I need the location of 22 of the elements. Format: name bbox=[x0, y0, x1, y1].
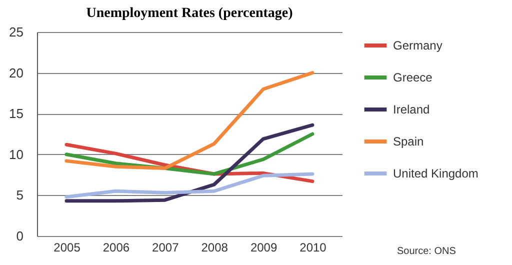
y-tick-label: 0 bbox=[16, 228, 24, 244]
line-series bbox=[64, 71, 314, 170]
chart-title: Unemployment Rates (percentage) bbox=[86, 6, 294, 21]
x-tick-label: 2007 bbox=[152, 240, 180, 254]
y-tick-label: 20 bbox=[9, 65, 24, 80]
legend-label: Germany bbox=[393, 38, 442, 52]
source-note: Source: ONS bbox=[397, 246, 456, 257]
legend-label: United Kingdom bbox=[393, 166, 478, 180]
line-series bbox=[64, 123, 314, 203]
x-tick-label: 2005 bbox=[54, 240, 81, 254]
x-tick-label: 2010 bbox=[300, 240, 327, 254]
x-tick-label: 2008 bbox=[201, 240, 228, 254]
legend-label: Spain bbox=[393, 134, 424, 148]
y-tick-label: 10 bbox=[9, 146, 24, 162]
y-tick-label: 25 bbox=[9, 24, 24, 40]
y-tick-label: 5 bbox=[16, 188, 24, 203]
legend-label: Greece bbox=[393, 70, 433, 84]
legend-label: Ireland bbox=[393, 102, 430, 116]
x-tick-label: 2009 bbox=[250, 240, 278, 254]
x-tick-label: 2006 bbox=[102, 240, 130, 254]
line-series bbox=[64, 172, 314, 199]
y-tick-label: 15 bbox=[9, 106, 24, 122]
